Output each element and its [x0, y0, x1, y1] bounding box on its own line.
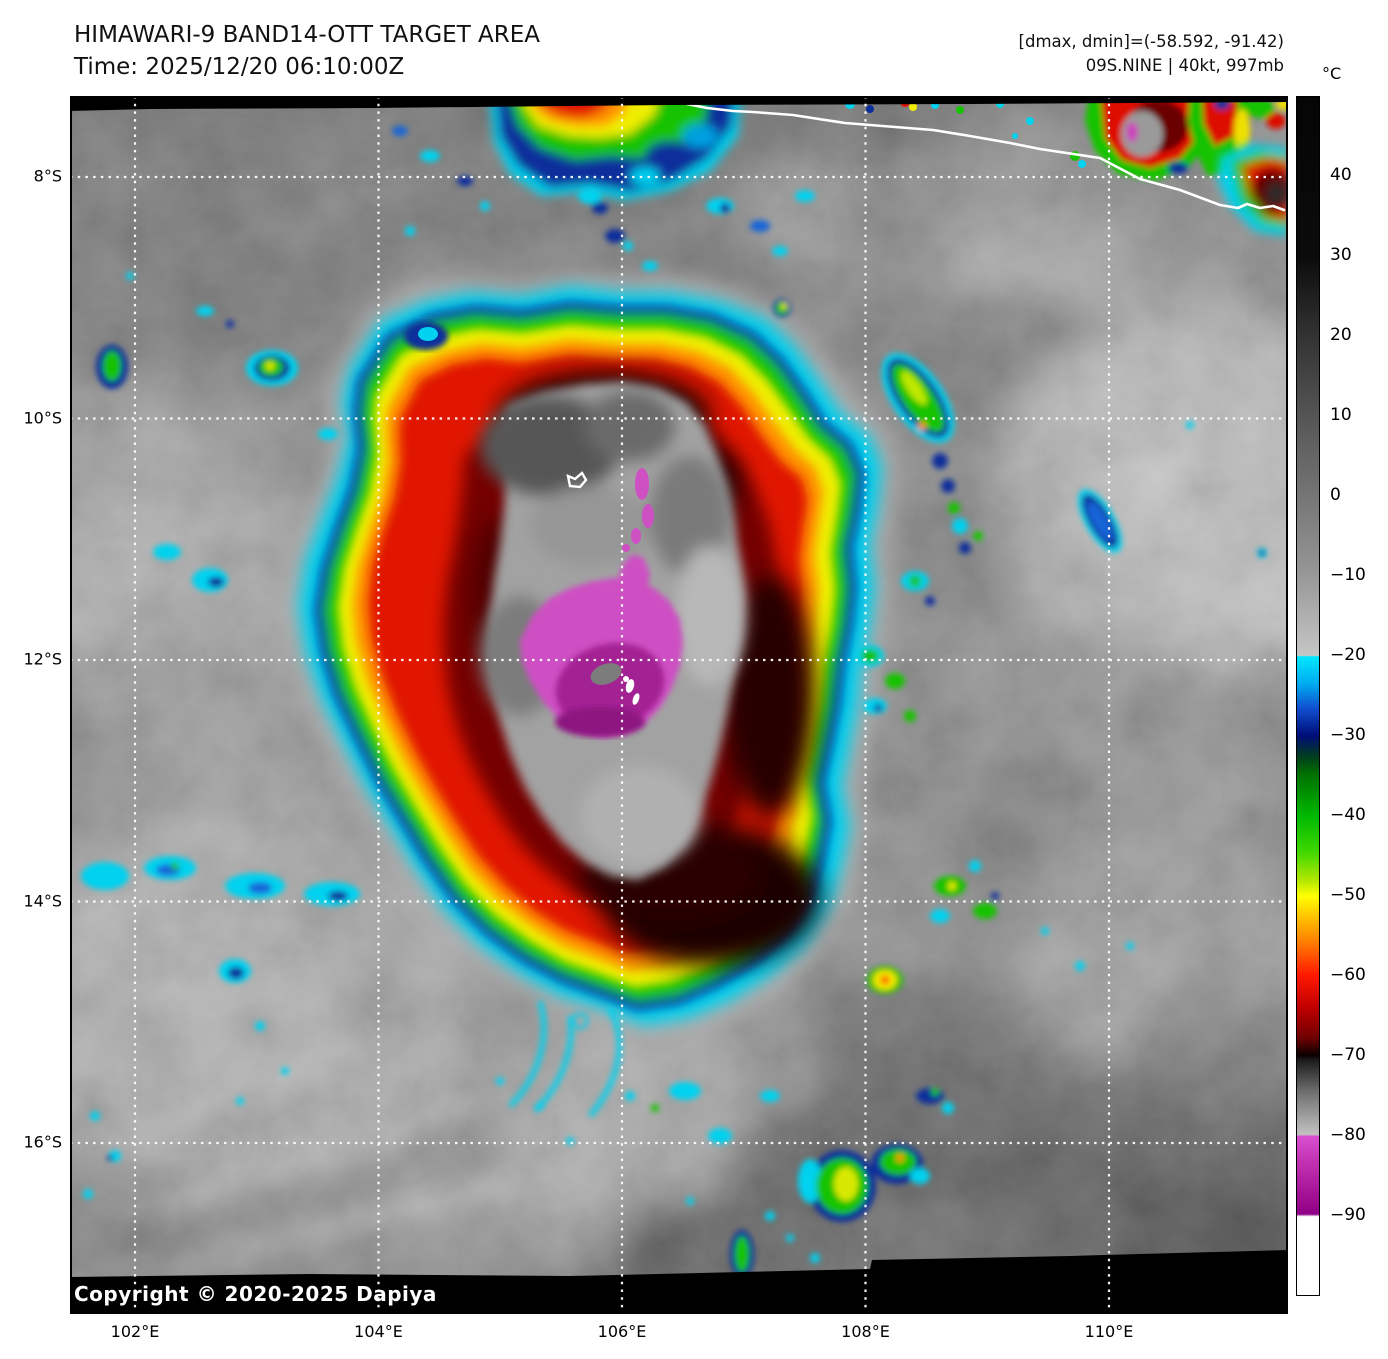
min-temp-contour-marker — [566, 471, 588, 489]
lat-axis-label: 12°S — [23, 649, 62, 669]
coastline — [666, 96, 1286, 212]
lon-axis-label: 102°E — [110, 1322, 160, 1341]
colorbar-tick-label: −50 — [1330, 885, 1366, 905]
colorbar-tick-label: −10 — [1330, 565, 1366, 585]
timestamp: Time: 2025/12/20 06:10:00Z — [74, 54, 405, 80]
storm-system — [282, 270, 898, 1118]
colorbar-tick-label: 0 — [1330, 485, 1341, 505]
stat-dmax-dmin: [dmax, dmin]=(-58.592, -91.42) — [1018, 32, 1284, 51]
colorbar-tick-label: 20 — [1330, 325, 1352, 345]
lon-axis-label: 108°E — [841, 1322, 890, 1341]
top-convection-cluster — [489, 96, 742, 200]
lon-axis-label: 110°E — [1084, 1322, 1134, 1341]
page-title: HIMAWARI-9 BAND14-OTT TARGET AREA — [74, 22, 541, 48]
copyright-watermark: Copyright © 2020-2025 Dapiya — [74, 1282, 437, 1306]
lon-axis-label: 106°E — [597, 1322, 647, 1341]
lat-axis-label: 14°S — [23, 891, 62, 911]
colorbar-unit-label: °C — [1322, 64, 1342, 83]
colorbar-tick-label: −40 — [1330, 805, 1366, 825]
colorbar-tick-label: −80 — [1330, 1125, 1366, 1145]
colorbar-tick-label: −90 — [1330, 1205, 1366, 1225]
colorbar-tick-label: −20 — [1330, 645, 1366, 665]
scattered-convection — [81, 126, 1267, 1278]
lat-axis-label: 8°S — [33, 166, 62, 186]
lon-axis-label: 104°E — [354, 1322, 403, 1341]
lat-axis-label: 16°S — [23, 1132, 62, 1152]
colorbar-tick-label: 40 — [1330, 165, 1352, 185]
colorbar — [1296, 96, 1320, 1296]
colorbar-tick-label: −30 — [1330, 725, 1366, 745]
colorbar-tick-label: −60 — [1330, 965, 1366, 985]
northeast-convection-cluster — [845, 96, 1288, 236]
storm-eye-region — [520, 468, 683, 738]
satellite-map — [70, 96, 1288, 1314]
lat-axis-label: 10°S — [23, 408, 62, 428]
no-data-mask — [70, 96, 1288, 1314]
colorbar-tick-label: −70 — [1330, 1045, 1366, 1065]
map-border — [70, 96, 1288, 1314]
stat-storm-info: 09S.NINE | 40kt, 997mb — [1085, 56, 1284, 75]
colorbar-tick-label: 10 — [1330, 405, 1352, 425]
grid-lines — [70, 96, 1288, 1314]
colorbar-tick-label: 30 — [1330, 245, 1352, 265]
